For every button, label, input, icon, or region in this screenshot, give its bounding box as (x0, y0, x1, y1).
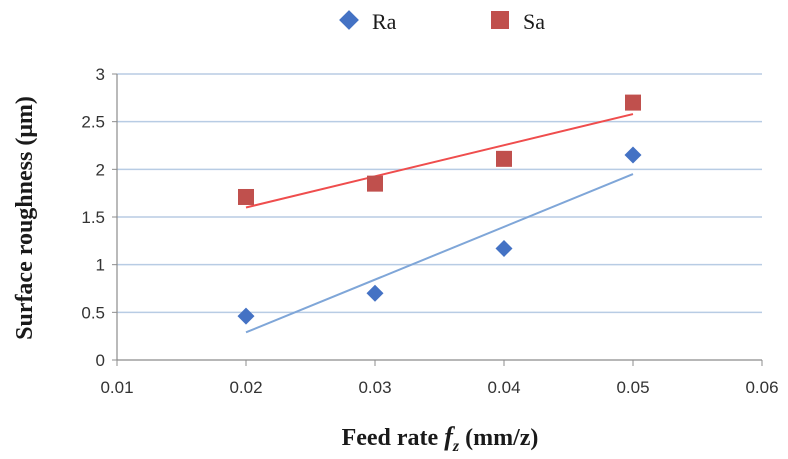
data-point-ra (237, 307, 255, 325)
legend-label-ra: Ra (372, 9, 397, 34)
trendlines (245, 113, 634, 334)
x-tick-label: 0.05 (616, 378, 649, 397)
y-tick-label: 0 (96, 351, 105, 370)
data-point-ra (495, 239, 513, 257)
y-tick-label: 0.5 (81, 303, 105, 322)
x-axis-title-variable: f (444, 422, 455, 451)
data-points (237, 94, 642, 325)
legend-label-sa: Sa (523, 9, 545, 34)
gridlines (117, 73, 762, 314)
trendline-ra (245, 173, 634, 334)
legend-marker-sa (491, 11, 509, 29)
y-tick-labels: 0 0.5 1 1.5 2 2.5 3 (81, 65, 105, 370)
x-tick-label: 0.04 (487, 378, 520, 397)
x-axis-title-unit: (mm/z) (459, 425, 538, 451)
data-point-sa (238, 188, 254, 205)
x-axis-title-main: Feed rate (342, 425, 445, 451)
x-tick-label: 0.06 (745, 378, 778, 397)
data-point-sa (496, 150, 512, 167)
y-tick-label: 1.5 (81, 208, 105, 227)
y-axis-title: Surface roughness (μm) (12, 96, 38, 340)
y-tick-label: 2.5 (81, 113, 105, 132)
legend: Ra Sa (339, 9, 545, 34)
data-point-ra (624, 146, 642, 164)
y-tick-label: 2 (96, 160, 105, 179)
x-tick-label: 0.03 (358, 378, 391, 397)
x-tick-label: 0.01 (100, 378, 133, 397)
y-tick-label: 3 (96, 65, 105, 84)
data-point-sa (625, 94, 641, 111)
data-point-sa (367, 175, 383, 192)
axes (112, 73, 763, 366)
x-tick-label: 0.02 (229, 378, 262, 397)
legend-marker-ra (339, 10, 359, 30)
x-tick-labels: 0.01 0.02 0.03 0.04 0.05 0.06 (100, 378, 778, 397)
y-tick-label: 1 (96, 256, 105, 275)
data-point-ra (366, 284, 384, 302)
x-axis-title: Feed rate fz (mm/z) (342, 422, 539, 455)
x-axis-title-subscript: z (452, 438, 460, 455)
trendline-sa (245, 113, 634, 209)
